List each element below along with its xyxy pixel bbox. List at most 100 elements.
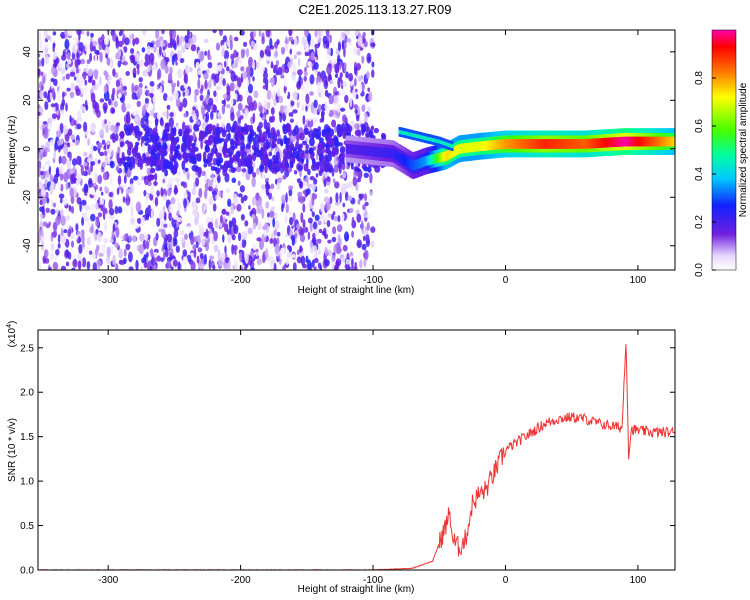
spectrogram-cell xyxy=(571,139,574,149)
spectrogram-cell xyxy=(170,127,174,133)
spectrogram-cell xyxy=(169,66,173,76)
spectrogram-cell xyxy=(161,228,166,239)
spectrogram-cell xyxy=(118,248,123,259)
spectrogram-cell xyxy=(278,95,284,104)
spectrogram-cell xyxy=(587,138,590,149)
spectrogram-cell xyxy=(130,54,136,64)
spectrogram-cell xyxy=(363,112,368,124)
spectrogram-cell xyxy=(105,30,112,33)
spectrogram-cell xyxy=(70,206,75,214)
spectrogram-cell xyxy=(65,215,71,221)
spectrogram-cell xyxy=(147,204,151,210)
spectrogram-cell xyxy=(287,195,293,202)
spectrogram-cell xyxy=(172,155,177,163)
spectrogram-cell xyxy=(311,194,315,206)
spectrogram-cell xyxy=(438,139,441,144)
spectrogram-cell xyxy=(346,38,352,43)
spectrogram-cell xyxy=(262,156,269,167)
spectrogram-cell xyxy=(362,204,366,211)
spectrogram-cell xyxy=(359,145,363,156)
spectrogram-cell xyxy=(112,254,116,266)
spectrogram-cell xyxy=(324,75,328,86)
spectrogram-cell xyxy=(304,226,309,233)
spectrogram-cell xyxy=(279,234,285,241)
spectrogram-cell xyxy=(160,257,164,263)
spectrogram-cell xyxy=(46,35,51,40)
spectrogram-cell xyxy=(250,40,256,48)
spectrogram-cell xyxy=(661,136,665,147)
spectrogram-cell xyxy=(76,210,80,215)
spectrogram-cell xyxy=(49,174,54,182)
spectrogram-cell xyxy=(239,185,245,193)
spectrogram-cell xyxy=(645,136,649,147)
spectrogram-cell xyxy=(130,217,136,226)
spectrogram-cell xyxy=(288,211,293,216)
spectrogram-cell xyxy=(148,103,154,111)
spectrogram-cell xyxy=(206,102,211,113)
spectrogram-cell xyxy=(413,160,417,170)
spectrogram-cell xyxy=(498,139,501,150)
spectrogram-cell xyxy=(502,139,506,149)
spectrogram-cell xyxy=(302,140,307,146)
spectrogram-cell xyxy=(239,251,243,262)
spectrogram-cell xyxy=(305,255,309,264)
spectrogram-cell xyxy=(55,208,59,215)
spectrogram-cell xyxy=(125,188,131,194)
spectrogram-cell xyxy=(146,45,151,56)
spectrogram-cell xyxy=(342,244,348,252)
spectrogram-cell xyxy=(169,112,174,118)
spectrogram-cell xyxy=(367,106,372,113)
spectrogram-cell xyxy=(264,207,268,214)
spectrogram-cell xyxy=(43,44,49,55)
spectrogram-cell xyxy=(138,132,142,137)
spectrogram-cell xyxy=(238,94,243,102)
spectrogram-cell xyxy=(247,227,253,235)
spectrogram-cell xyxy=(351,230,354,238)
spectrogram-cell xyxy=(136,100,141,108)
spectrogram-cell xyxy=(319,163,326,173)
spectrogram-cell xyxy=(44,54,49,65)
spectrogram-cell xyxy=(183,191,188,201)
spectrogram-cell xyxy=(56,90,62,101)
spectrogram-cell xyxy=(215,42,221,51)
spectrogram-cell xyxy=(351,216,355,226)
spectrogram-cell xyxy=(71,172,76,183)
spectrogram-cell xyxy=(321,85,325,93)
spectrogram-cell xyxy=(76,118,80,125)
spectrogram-cell xyxy=(261,208,265,219)
spectrogram-cell xyxy=(262,253,266,264)
spectrogram-cell xyxy=(362,235,366,241)
spectrogram-cell xyxy=(366,146,369,156)
spectrogram-cell xyxy=(371,146,374,157)
spectrogram-cell xyxy=(200,84,204,92)
spectrogram-cell xyxy=(99,51,103,63)
spectrogram-cell xyxy=(203,203,208,211)
spectrogram-cell xyxy=(304,43,310,53)
spectrogram-cell xyxy=(123,90,127,96)
spectrogram-cell xyxy=(90,203,96,211)
spectrogram-cell xyxy=(245,108,248,119)
spectrogram-cell xyxy=(286,104,290,113)
spectrogram-cell xyxy=(352,176,358,187)
spectrogram-cells xyxy=(38,30,675,270)
spectrogram-cell xyxy=(156,111,162,120)
spectrogram-cell xyxy=(142,69,148,77)
spectrogram-cell xyxy=(115,122,121,127)
spectrogram-cell xyxy=(296,101,300,108)
spectrogram-cell xyxy=(204,189,208,200)
spectrogram-cell xyxy=(150,186,154,195)
spectrogram-cell xyxy=(607,137,611,148)
spectrogram-cell xyxy=(569,139,573,149)
spectrogram-cell xyxy=(199,64,205,70)
spectrogram-cell xyxy=(649,136,652,147)
spectrogram-cell xyxy=(292,156,296,164)
spectrogram-cell xyxy=(313,266,317,270)
spectrogram-cell xyxy=(80,104,84,111)
spectrogram-cell xyxy=(612,137,616,147)
spectrogram-cell xyxy=(75,88,81,96)
spectrogram-cell xyxy=(150,58,154,66)
spectrogram-cell xyxy=(204,50,207,56)
spectrogram-cell xyxy=(152,45,157,53)
spectrogram-cell xyxy=(82,210,85,217)
spectrogram-cell xyxy=(134,116,139,122)
